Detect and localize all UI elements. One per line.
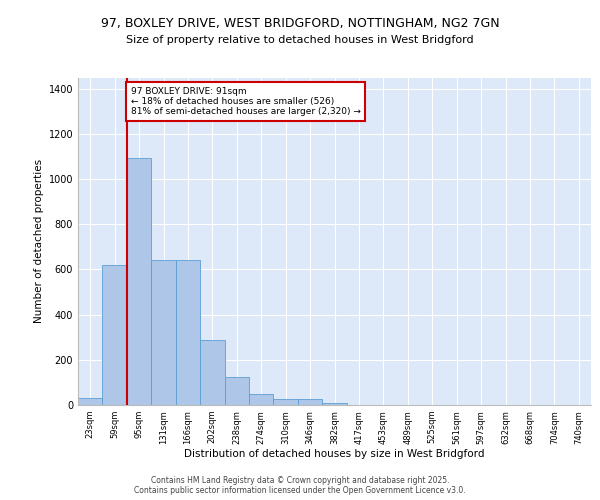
Y-axis label: Number of detached properties: Number of detached properties xyxy=(34,159,44,324)
Bar xyxy=(322,402,347,405)
Text: 97, BOXLEY DRIVE, WEST BRIDGFORD, NOTTINGHAM, NG2 7GN: 97, BOXLEY DRIVE, WEST BRIDGFORD, NOTTIN… xyxy=(101,18,499,30)
Bar xyxy=(176,260,200,405)
Bar xyxy=(151,260,176,405)
Bar xyxy=(224,377,249,405)
Bar xyxy=(200,340,224,405)
Text: Size of property relative to detached houses in West Bridgford: Size of property relative to detached ho… xyxy=(126,35,474,45)
Bar xyxy=(103,265,127,405)
Bar xyxy=(274,400,298,405)
X-axis label: Distribution of detached houses by size in West Bridgford: Distribution of detached houses by size … xyxy=(184,450,485,460)
Text: Contains public sector information licensed under the Open Government Licence v3: Contains public sector information licen… xyxy=(134,486,466,495)
Text: Contains HM Land Registry data © Crown copyright and database right 2025.: Contains HM Land Registry data © Crown c… xyxy=(151,476,449,485)
Bar xyxy=(298,400,322,405)
Bar xyxy=(127,158,151,405)
Bar xyxy=(78,398,103,405)
Bar xyxy=(249,394,274,405)
Text: 97 BOXLEY DRIVE: 91sqm
← 18% of detached houses are smaller (526)
81% of semi-de: 97 BOXLEY DRIVE: 91sqm ← 18% of detached… xyxy=(131,86,361,117)
